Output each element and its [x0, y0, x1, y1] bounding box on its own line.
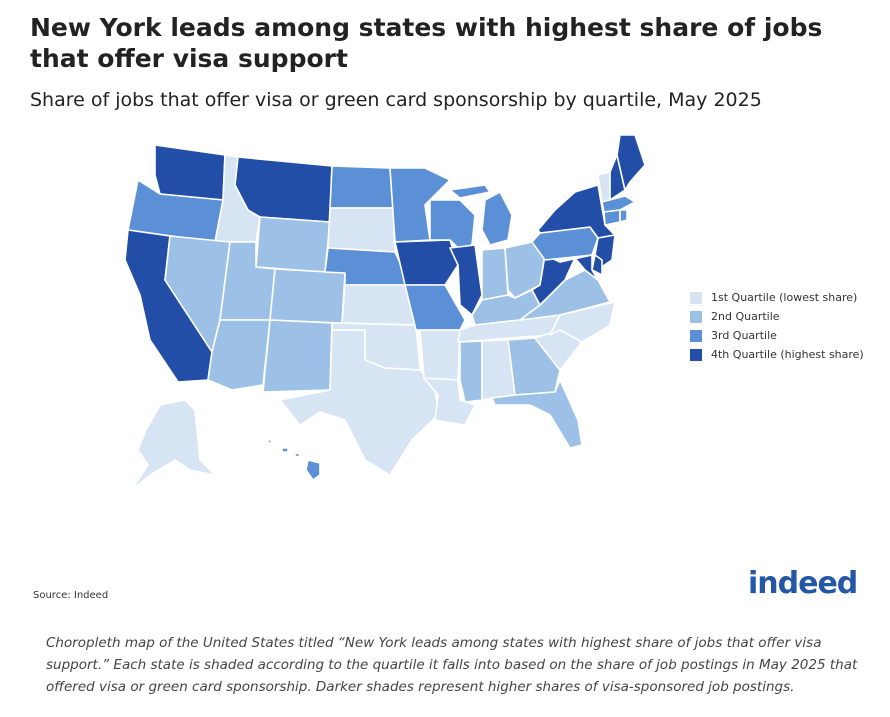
- state-va: [519, 269, 611, 321]
- legend-label-q4: 4th Quartile (highest share): [711, 348, 864, 361]
- indeed-logo: indeed: [748, 566, 858, 601]
- chart-card: New York leads among states with highest…: [30, 13, 880, 601]
- state-tx: [279, 329, 439, 476]
- legend-label-q1: 1st Quartile (lowest share): [711, 291, 858, 304]
- state-mi: [449, 184, 513, 246]
- state-in: [481, 247, 509, 301]
- state-hi: [267, 439, 321, 481]
- state-fl: [491, 379, 583, 449]
- legend-item-q4: 4th Quartile (highest share): [690, 345, 880, 364]
- legend-item-q3: 3rd Quartile: [690, 326, 880, 345]
- state-wi: [429, 199, 476, 249]
- state-md: [559, 254, 599, 281]
- state-de: [591, 254, 603, 276]
- chart-subtitle: Share of jobs that offer visa or green c…: [30, 89, 762, 111]
- state-ar: [419, 329, 461, 381]
- legend-item-q2: 2nd Quartile: [690, 307, 880, 326]
- state-ga: [507, 337, 561, 396]
- state-ny: [537, 184, 616, 239]
- state-ms: [459, 340, 483, 403]
- legend-swatch-q3: [690, 329, 702, 342]
- state-wa: [154, 144, 226, 201]
- state-ia: [394, 239, 459, 286]
- state-wy: [255, 216, 331, 273]
- chart-title: New York leads among states with highest…: [30, 13, 823, 73]
- state-nd: [329, 165, 394, 209]
- legend-swatch-q2: [690, 310, 702, 323]
- legend-swatch-q1: [690, 291, 702, 304]
- state-az: [207, 319, 271, 391]
- legend-label-q2: 2nd Quartile: [711, 310, 780, 323]
- source-note: Source: Indeed: [33, 590, 109, 601]
- state-ri: [619, 209, 628, 223]
- legend-label-q3: 3rd Quartile: [711, 329, 777, 342]
- state-ma: [601, 195, 636, 213]
- state-la: [423, 377, 476, 426]
- state-ks: [341, 284, 417, 326]
- state-nm: [262, 319, 333, 393]
- state-co: [269, 268, 346, 324]
- state-me: [616, 134, 646, 191]
- map-svg: [124, 134, 646, 491]
- legend: 1st Quartile (lowest share) 2nd Quartile…: [690, 288, 880, 364]
- legend-swatch-q4: [690, 348, 702, 361]
- state-sd: [327, 207, 396, 253]
- us-choropleth-map: [120, 130, 660, 540]
- state-mo: [404, 284, 466, 331]
- map-caption: Choropleth map of the United States titl…: [46, 635, 858, 695]
- legend-item-q1: 1st Quartile (lowest share): [690, 288, 880, 307]
- state-ct: [603, 209, 621, 226]
- state-ak: [131, 399, 216, 491]
